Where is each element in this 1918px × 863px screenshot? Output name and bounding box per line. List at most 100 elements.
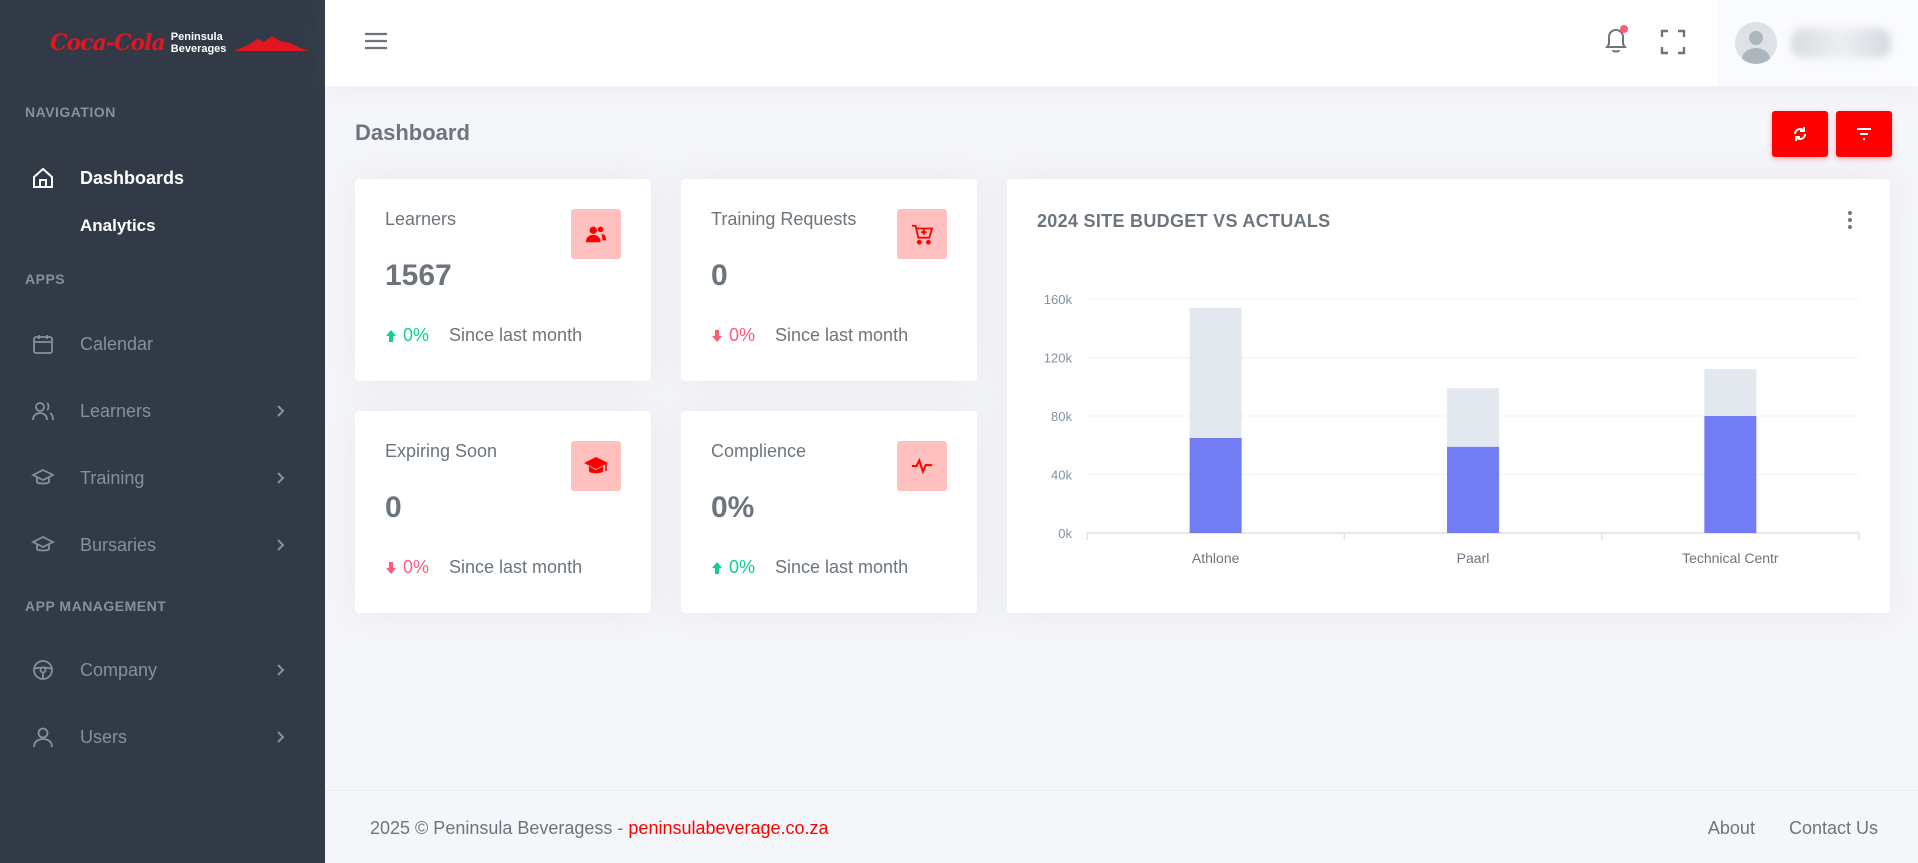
sidebar-subitem-analytics[interactable]: Analytics <box>80 216 156 235</box>
stat-label: Expiring Soon <box>385 441 498 461</box>
footer-contact-link[interactable]: Contact Us <box>1788 818 1878 838</box>
refresh-button[interactable] <box>1772 111 1828 157</box>
sidebar-item-calendar[interactable]: Calendar <box>0 324 325 364</box>
arrow-down-icon <box>712 329 722 342</box>
more-vertical-icon[interactable] <box>1846 209 1854 231</box>
y-tick-label: 80k <box>1051 409 1072 424</box>
x-tick-label: Technical Centr <box>1682 550 1779 566</box>
stat-since: Since last month <box>775 325 909 345</box>
blurred-username <box>1791 28 1891 58</box>
logo-script: Coca-Cola <box>50 30 166 56</box>
stat-card-training-requests: Training Requests 0 0% Since last month <box>681 179 977 381</box>
stat-value: 0% <box>711 491 755 524</box>
bar-actual <box>1189 437 1242 533</box>
sidebar-item-label: Dashboards <box>80 167 185 188</box>
users-icon <box>30 398 56 424</box>
sidebar-item-label: Training <box>80 467 145 488</box>
avatar-body <box>1742 48 1770 64</box>
arrow-down-icon <box>386 561 396 574</box>
stat-since: Since last month <box>449 557 583 577</box>
stat-percent: 0% <box>729 325 756 345</box>
section-apps: APPS <box>25 271 66 287</box>
cart-plus-icon <box>897 209 947 259</box>
sidebar-item-dashboards[interactable]: Dashboards <box>0 158 325 198</box>
sidebar-item-label: Bursaries <box>80 534 157 555</box>
sidebar-item-label: Learners <box>80 400 152 421</box>
stat-label: Complience <box>711 441 807 461</box>
refresh-icon <box>1794 127 1806 141</box>
bar-budget <box>1447 388 1499 447</box>
sidebar-item-company[interactable]: Company <box>0 650 325 690</box>
footer-copyright: 2025 © Peninsula Beveragess - peninsulab… <box>370 818 829 839</box>
sidebar-item-learners[interactable]: Learners <box>0 391 325 431</box>
stat-label: Learners <box>385 209 457 229</box>
logo-line-1: Peninsula <box>170 31 223 43</box>
graduation-cap-icon <box>571 441 621 491</box>
section-app-management: APP MANAGEMENT <box>25 598 167 614</box>
x-tick-label: Athlone <box>1192 550 1240 566</box>
stat-percent: 0% <box>403 557 430 577</box>
hamburger-menu-icon[interactable] <box>363 30 389 52</box>
stat-since: Since last month <box>449 325 583 345</box>
y-tick-label: 0k <box>1058 526 1072 541</box>
avatar-head <box>1749 31 1763 45</box>
filter-button[interactable] <box>1836 111 1892 157</box>
sidebar-item-users[interactable]: Users <box>0 717 325 757</box>
footer-links: About Contact Us <box>1708 818 1878 839</box>
user-menu[interactable] <box>1718 0 1918 86</box>
chevron-right-icon <box>277 731 285 743</box>
stat-trend: 0% Since last month <box>385 557 582 578</box>
fullscreen-icon[interactable] <box>1659 28 1687 56</box>
page-title: Dashboard <box>355 120 470 145</box>
mountain-logo-icon <box>234 36 309 51</box>
users-icon <box>571 209 621 259</box>
stat-trend: 0% Since last month <box>711 557 908 578</box>
stat-value: 0 <box>385 491 402 524</box>
bar-actual <box>1447 446 1499 533</box>
sidebar-item-label: Users <box>80 726 128 747</box>
steering-wheel-icon <box>30 657 56 683</box>
stat-percent: 0% <box>403 325 430 345</box>
stat-percent: 0% <box>729 557 756 577</box>
company-logo[interactable]: Coca-Cola Peninsula Beverages <box>0 0 325 86</box>
sidebar-item-label: Company <box>80 659 158 680</box>
avatar <box>1735 22 1777 64</box>
pulse-icon <box>897 441 947 491</box>
x-tick-label: Paarl <box>1457 550 1490 566</box>
stat-trend: 0% Since last month <box>385 325 582 346</box>
bar-budget <box>1704 369 1757 416</box>
sidebar-item-training[interactable]: Training <box>0 458 325 498</box>
footer-site-link[interactable]: peninsulabeverage.co.za <box>628 818 829 838</box>
filter-icon <box>1857 128 1871 140</box>
footer-about-link[interactable]: About <box>1707 818 1755 838</box>
sidebar: Coca-Cola Peninsula Beverages NAVIGATION… <box>0 0 325 863</box>
arrow-up-icon <box>386 329 396 342</box>
chevron-right-icon <box>277 472 285 484</box>
stat-label: Training Requests <box>711 209 857 229</box>
chart-title: 2024 SITE BUDGET VS ACTUALS <box>1037 211 1331 231</box>
logo-line-2: Beverages <box>170 43 227 55</box>
stat-card-learners: Learners 1567 0% Since last month <box>355 179 651 381</box>
footer: 2025 © Peninsula Beveragess - peninsulab… <box>325 790 1918 863</box>
copyright-text: 2025 © Peninsula Beveragess - <box>370 818 629 838</box>
sidebar-item-bursaries[interactable]: Bursaries <box>0 525 325 565</box>
section-navigation: NAVIGATION <box>25 104 116 120</box>
sidebar-item-label: Calendar <box>80 333 154 354</box>
notification-dot <box>1620 25 1628 33</box>
chevron-right-icon <box>277 405 285 417</box>
topbar <box>325 0 1918 86</box>
user-icon <box>30 724 56 750</box>
graduation-cap-icon <box>30 532 56 558</box>
bar-budget <box>1189 307 1242 438</box>
stat-since: Since last month <box>775 557 909 577</box>
y-tick-label: 160k <box>1044 292 1073 307</box>
home-icon <box>30 165 56 191</box>
notification-bell-icon[interactable] <box>1601 24 1631 56</box>
stat-value: 1567 <box>385 259 452 292</box>
budget-chart-card: 2024 SITE BUDGET VS ACTUALS 0k 40k 80k 120k… <box>1007 179 1890 613</box>
budget-bar-chart: 0k 40k 80k 120k 160k Athlone Paarl Technical Ce… <box>1044 292 1860 566</box>
bar-actual <box>1704 416 1757 533</box>
stat-trend: 0% Since last month <box>711 325 908 346</box>
stat-value: 0 <box>711 259 728 292</box>
graduation-cap-icon <box>30 465 56 491</box>
